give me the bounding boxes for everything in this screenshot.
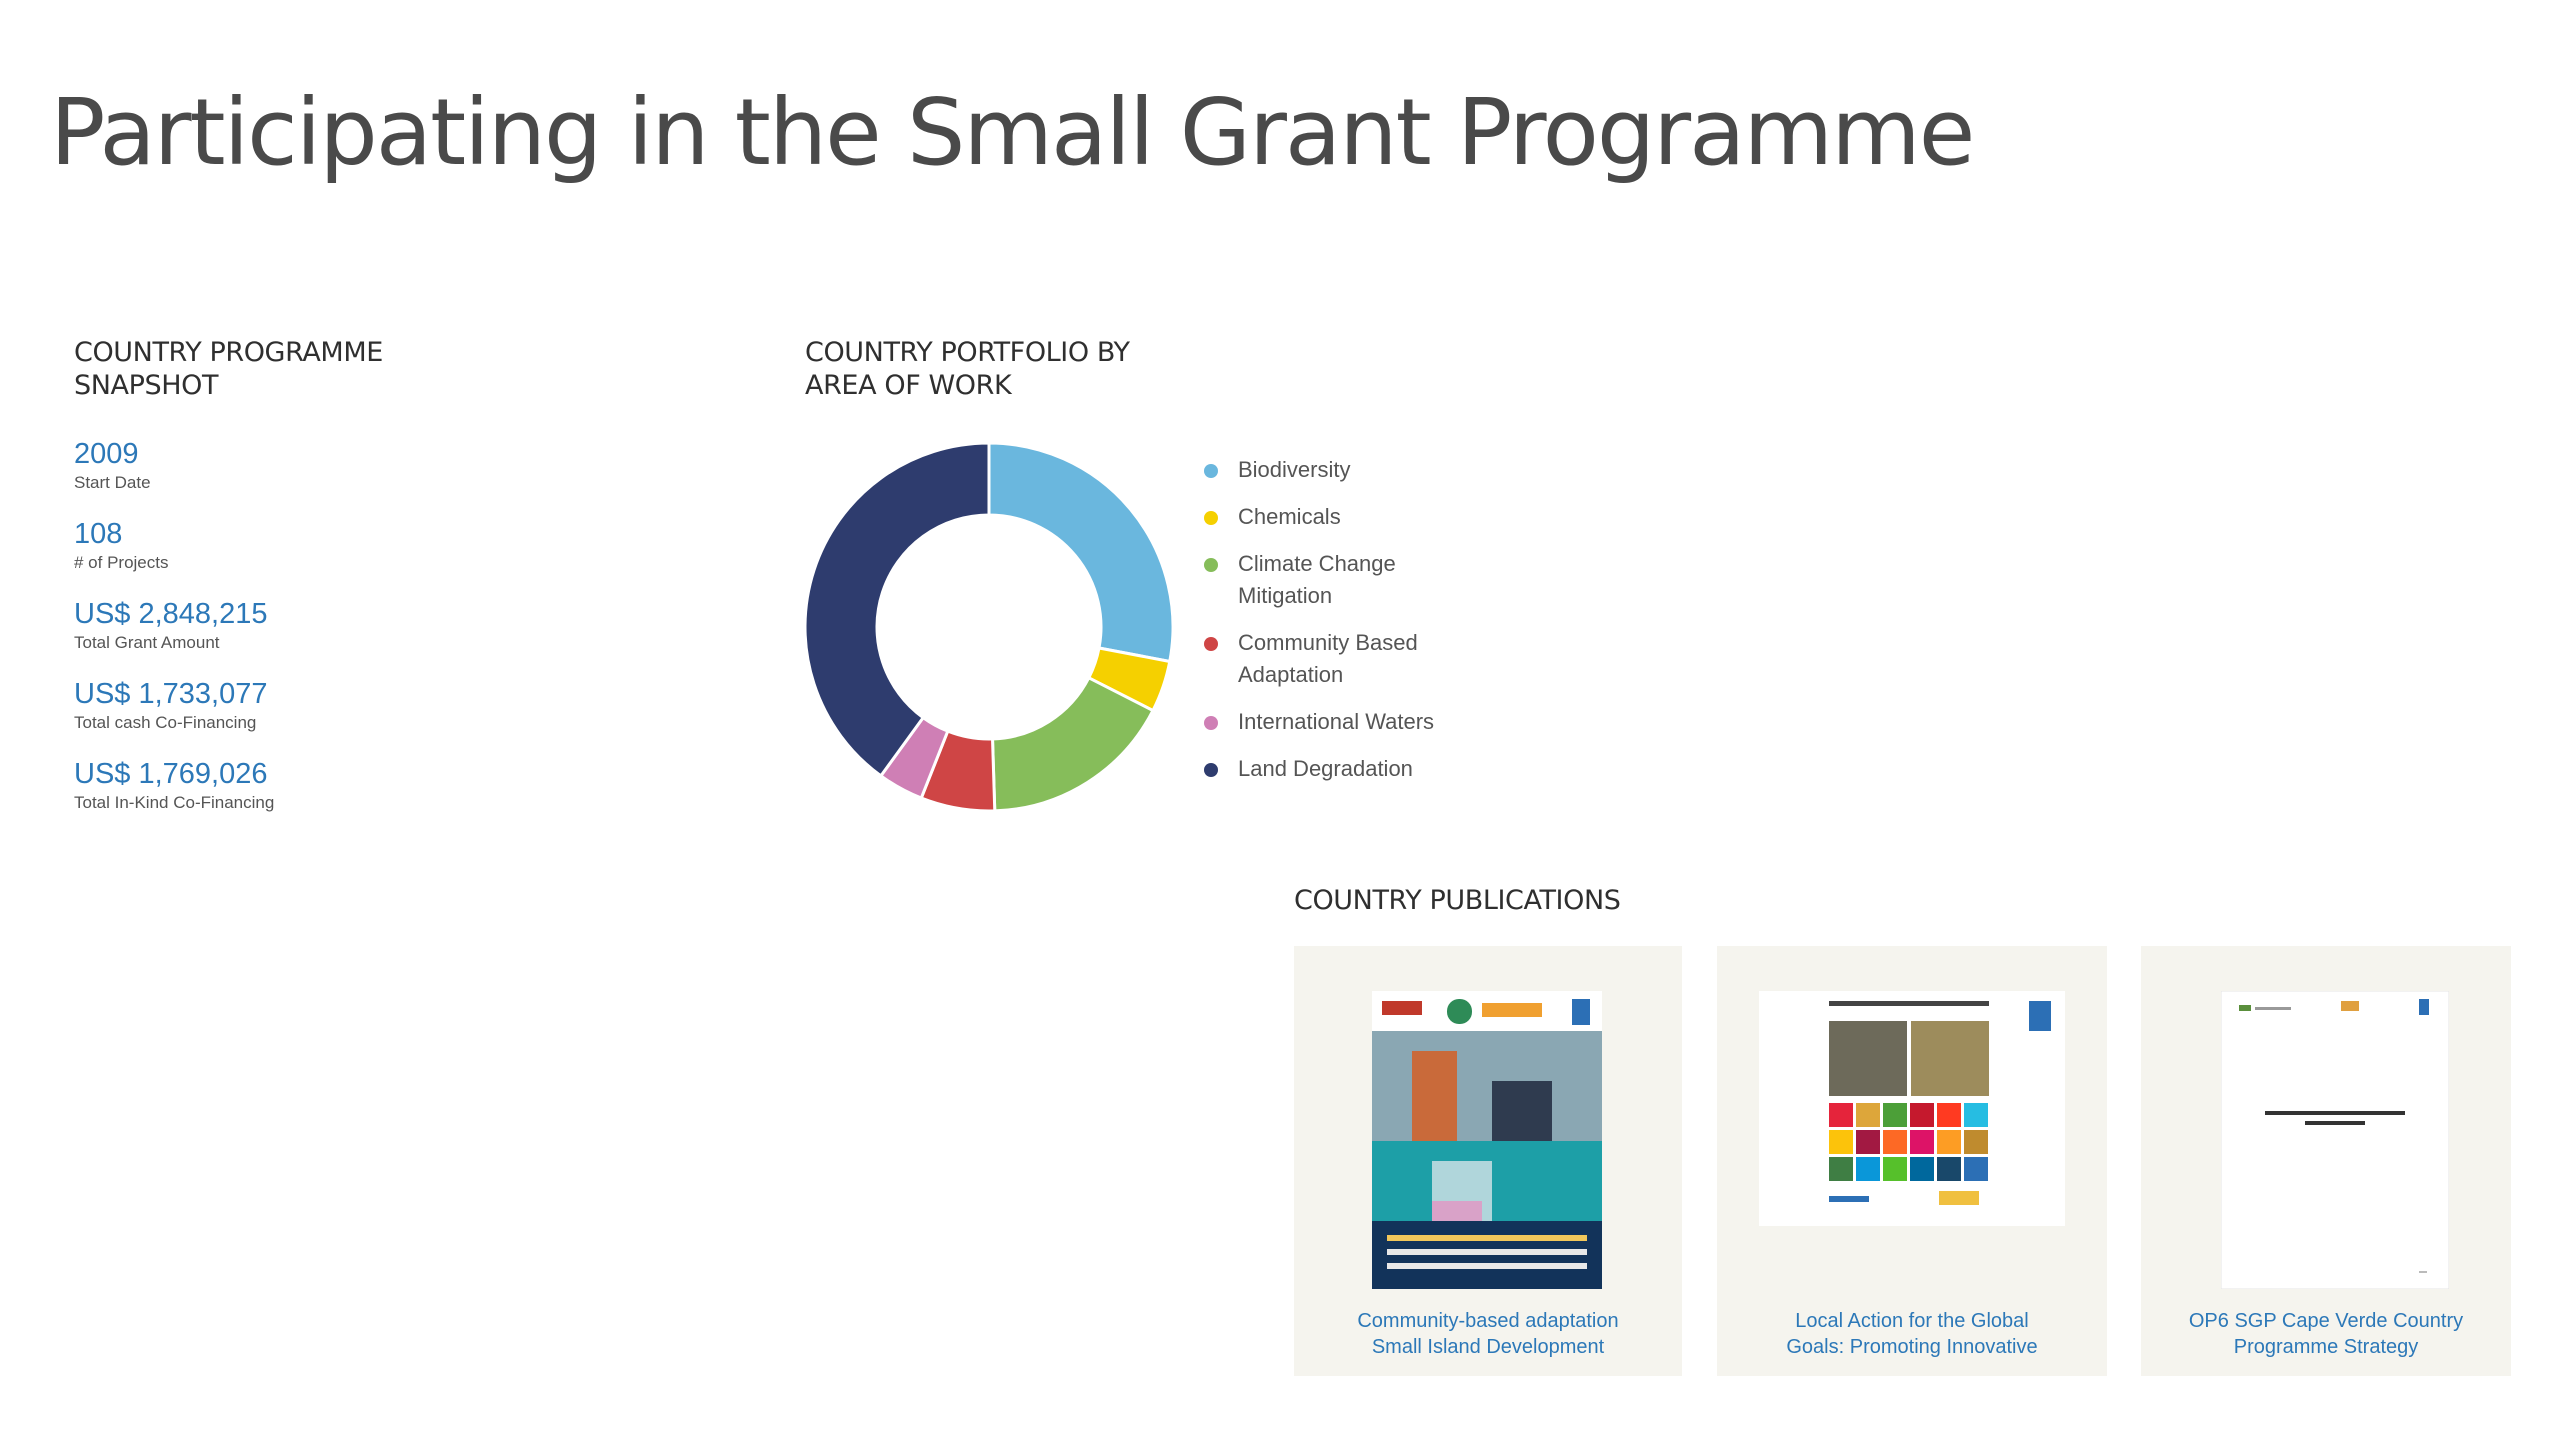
stat-inkind-cofinancing: US$ 1,769,026 Total In-Kind Co-Financing: [74, 756, 274, 836]
publications-heading-text: COUNTRY PUBLICATIONS: [1294, 885, 1621, 916]
stat-label: Start Date: [74, 473, 151, 492]
sdg-tile: [1856, 1103, 1880, 1127]
sdg-tile: [1937, 1157, 1961, 1181]
stat-label: Total cash Co-Financing: [74, 713, 257, 732]
legend-item-biodiversity[interactable]: Biodiversity: [1204, 454, 1504, 486]
publication-cover-document[interactable]: [2221, 991, 2449, 1289]
portfolio-heading: COUNTRY PORTFOLIO BY AREA OF WORK: [805, 336, 1130, 402]
sdg-tile: [1856, 1157, 1880, 1181]
stat-label: Total In-Kind Co-Financing: [74, 793, 275, 812]
publication-title-link[interactable]: Local Action for the Global Goals: Promo…: [1717, 1308, 2107, 1360]
publication-card-local-action[interactable]: Local Action for the Global Goals: Promo…: [1717, 946, 2107, 1376]
publication-title-line1[interactable]: OP6 SGP Cape Verde Country: [2188, 1310, 2464, 1332]
legend-dot: [1204, 558, 1218, 572]
portfolio-heading-line2: AREA OF WORK: [805, 370, 1012, 401]
donut-slice-biodiversity[interactable]: [987, 441, 1175, 664]
portfolio-legend: Biodiversity Chemicals Climate Change Miti…: [1204, 454, 1504, 800]
portfolio-donut-chart: [803, 441, 1175, 813]
publication-card-cape-verde-strategy[interactable]: OP6 SGP Cape Verde Country Programme Str…: [2141, 946, 2511, 1376]
sdg-tile: [1910, 1157, 1934, 1181]
snapshot-stats: 2009 Start Date 108 # of Projects US$ 2,…: [74, 436, 274, 836]
sdg-tile: [1910, 1103, 1934, 1127]
sdg-tile: [1964, 1130, 1988, 1154]
legend-item-chemicals[interactable]: Chemicals: [1204, 501, 1504, 533]
stat-total-grant: US$ 2,848,215 Total Grant Amount: [74, 596, 274, 676]
stat-label: # of Projects: [74, 553, 169, 572]
publication-title-line2[interactable]: Goals: Promoting Innovative: [1786, 1336, 2038, 1358]
sdg-tile: [1829, 1157, 1853, 1181]
publication-title-line2[interactable]: Small Island Development: [1371, 1336, 1605, 1358]
legend-dot: [1204, 464, 1218, 478]
publication-title-line1[interactable]: Community-based adaptation: [1357, 1310, 1619, 1332]
legend-dot: [1204, 716, 1218, 730]
donut-slice-land-degradation[interactable]: [803, 441, 991, 778]
stat-value: 108: [74, 518, 123, 550]
legend-dot: [1204, 763, 1218, 777]
publication-cover-photo[interactable]: [1372, 991, 1602, 1289]
publication-title-link[interactable]: Community-based adaptation Small Island …: [1294, 1308, 1682, 1360]
sdg-tile: [1829, 1103, 1853, 1127]
publication-title-link[interactable]: OP6 SGP Cape Verde Country Programme Str…: [2141, 1308, 2511, 1360]
publication-title-line1[interactable]: Local Action for the Global: [1795, 1310, 2029, 1332]
sdg-tile: [1856, 1130, 1880, 1154]
legend-item-community-based-adaptation[interactable]: Community Based Adaptation: [1204, 627, 1504, 691]
legend-item-land-degradation[interactable]: Land Degradation: [1204, 753, 1504, 785]
sdg-tile: [1937, 1103, 1961, 1127]
sdg-tile: [1829, 1130, 1853, 1154]
legend-label: Biodiversity: [1238, 457, 1351, 482]
publications-heading: COUNTRY PUBLICATIONS: [1294, 884, 1621, 917]
legend-label: Land Degradation: [1238, 756, 1413, 781]
stat-value: US$ 1,733,077: [74, 678, 268, 710]
legend-label: Climate Change Mitigation: [1238, 551, 1396, 608]
sdg-tile: [1964, 1157, 1988, 1181]
stat-projects: 108 # of Projects: [74, 516, 274, 596]
legend-label: International Waters: [1238, 709, 1435, 734]
snapshot-heading: COUNTRY PROGRAMME SNAPSHOT: [74, 336, 383, 402]
portfolio-heading-line1: COUNTRY PORTFOLIO BY: [805, 337, 1130, 368]
publication-title-line2[interactable]: Programme Strategy: [2233, 1336, 2419, 1358]
sdg-tile: [1883, 1157, 1907, 1181]
legend-label: Community Based Adaptation: [1238, 630, 1418, 687]
sdg-tile: [1883, 1130, 1907, 1154]
legend-item-climate-change-mitigation[interactable]: Climate Change Mitigation: [1204, 548, 1504, 612]
stat-start-date: 2009 Start Date: [74, 436, 274, 516]
stat-value: 2009: [74, 438, 139, 470]
legend-item-international-waters[interactable]: International Waters: [1204, 706, 1504, 738]
donut-slice-climate-change-mitigation[interactable]: [990, 675, 1155, 813]
sdg-tile: [1964, 1103, 1988, 1127]
sdg-tile: [1937, 1130, 1961, 1154]
stat-label: Total Grant Amount: [74, 633, 220, 652]
publication-card-community-adaptation[interactable]: Community-based adaptation Small Island …: [1294, 946, 1682, 1376]
legend-label: Chemicals: [1238, 504, 1341, 529]
snapshot-heading-line1: COUNTRY PROGRAMME: [74, 337, 383, 368]
legend-dot: [1204, 637, 1218, 651]
snapshot-heading-line2: SNAPSHOT: [74, 370, 219, 401]
stat-value: US$ 2,848,215: [74, 598, 268, 630]
stat-cash-cofinancing: US$ 1,733,077 Total cash Co-Financing: [74, 676, 274, 756]
publication-cover-sdg[interactable]: [1759, 991, 2065, 1226]
page-title: Participating in the Small Grant Program…: [50, 79, 1975, 186]
sdg-tile: [1910, 1130, 1934, 1154]
sdg-tile: [1883, 1103, 1907, 1127]
legend-dot: [1204, 511, 1218, 525]
stat-value: US$ 1,769,026: [74, 758, 268, 790]
